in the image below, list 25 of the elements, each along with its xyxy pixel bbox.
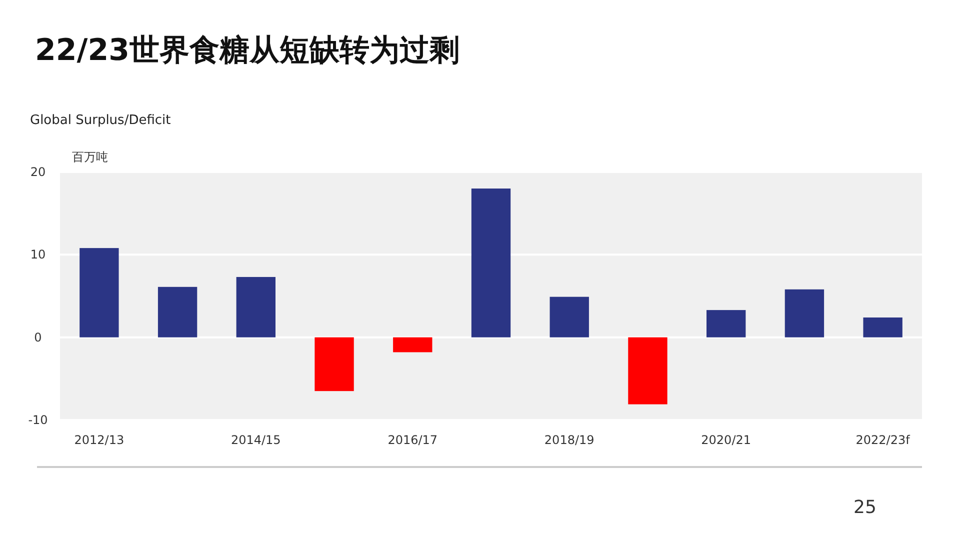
x-tick-label: 2014/15 <box>230 433 281 447</box>
x-tick-label: 2016/17 <box>388 433 438 447</box>
y-tick-label: 10 <box>30 248 46 262</box>
bar <box>80 248 119 338</box>
bar <box>784 289 824 338</box>
chart-title: 22/23世界食糖从短缺转为过剩 <box>35 33 460 68</box>
y-tick-label: 20 <box>30 165 46 179</box>
y-axis-title: 百万吨 <box>72 150 108 164</box>
bar <box>471 188 511 338</box>
text: 25 <box>854 497 876 518</box>
x-tick-label: 2012/13 <box>74 433 124 447</box>
bar <box>550 296 589 338</box>
bar <box>314 337 354 392</box>
x-tick-label: 2018/19 <box>544 433 594 447</box>
x-tick-label: 2022/23f <box>856 433 911 447</box>
bar <box>158 286 198 338</box>
chart-subtitle: Global Surplus/Deficit <box>30 113 171 128</box>
x-tick-label: 2020/21 <box>701 433 752 447</box>
bar <box>628 337 668 404</box>
bar <box>393 337 432 352</box>
y-tick-label: 0 <box>34 330 42 344</box>
bar <box>863 317 902 338</box>
bar <box>236 276 276 338</box>
bar <box>706 310 746 338</box>
y-tick-label: -10 <box>28 413 48 427</box>
